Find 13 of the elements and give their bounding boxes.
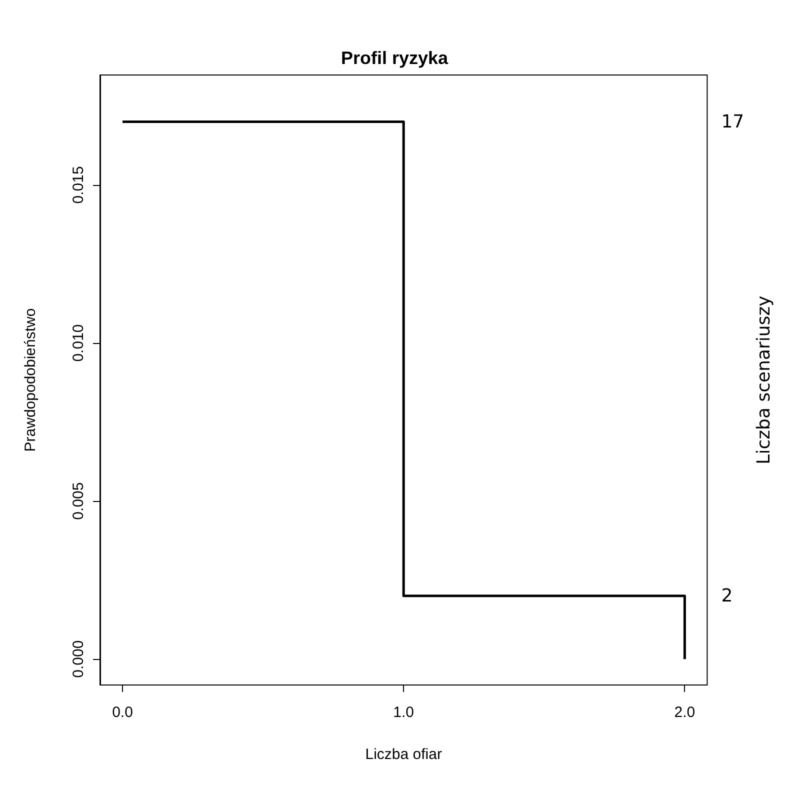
y-tick-label: 0.005: [70, 482, 87, 520]
y-tick-label: 0.010: [70, 324, 87, 362]
x-tick-label: 2.0: [674, 704, 696, 721]
y2-tick-label: 2: [721, 585, 733, 606]
y-tick-label: 0.000: [70, 640, 87, 678]
x-tick-label: 1.0: [393, 704, 414, 721]
x-tick-label: 0.0: [112, 704, 133, 721]
y-axis-title: Prawdopodobieństwo: [22, 308, 39, 452]
x-axis-title: Liczba ofiar: [365, 746, 442, 763]
chart-title: Profil ryzyka: [340, 48, 450, 68]
y2-axis-title: Liczba scenariuszy: [754, 295, 774, 464]
y2-tick-label: 17: [721, 111, 744, 132]
y-tick-label: 0.015: [70, 166, 87, 204]
